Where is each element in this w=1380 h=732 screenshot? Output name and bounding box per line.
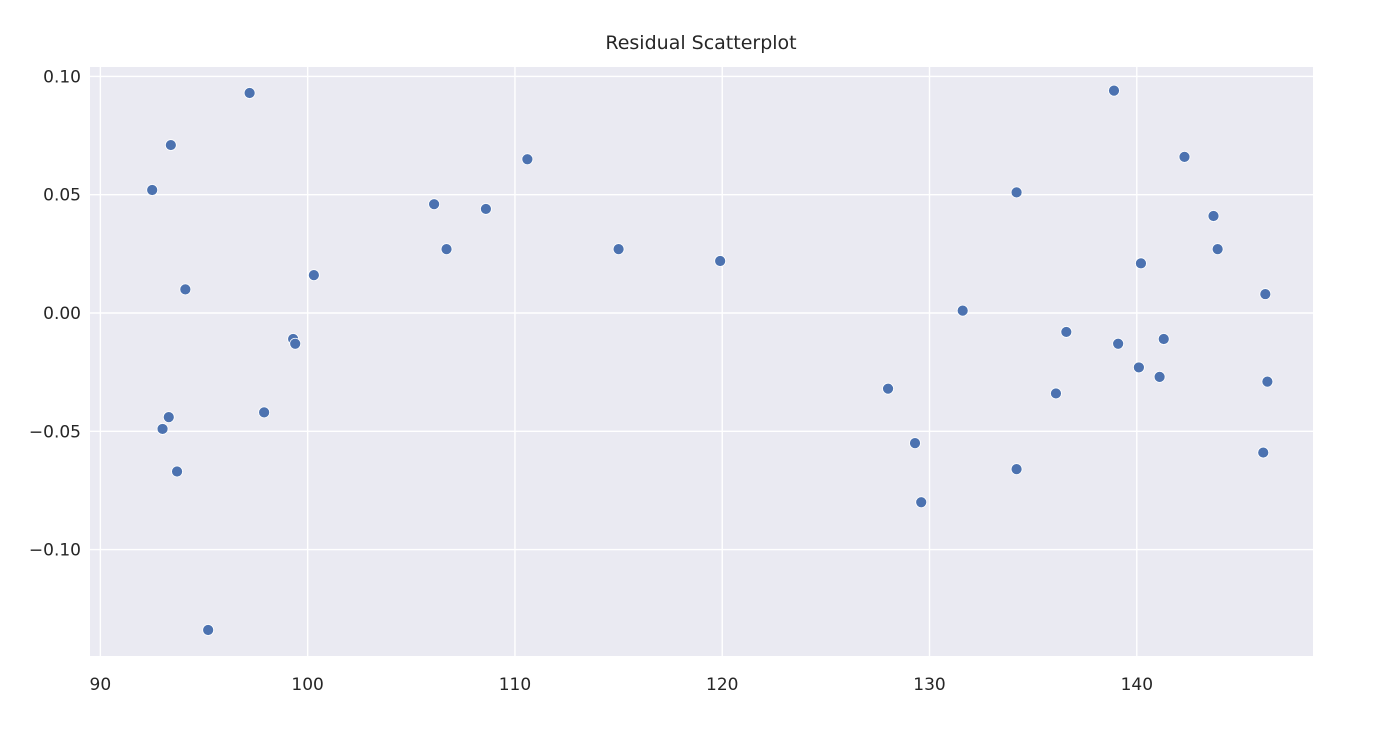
scatter-point [164, 139, 177, 151]
scatter-point [1257, 446, 1270, 459]
scatter-point [146, 184, 159, 196]
plot-area [90, 67, 1313, 656]
scatter-point [162, 411, 175, 423]
scatter-point [1050, 387, 1062, 400]
scatter-point [289, 337, 302, 350]
y-tick-label: −0.10 [29, 541, 81, 561]
scatter-point [1157, 333, 1170, 345]
grid-lines [90, 67, 1313, 656]
scatter-point [882, 382, 894, 395]
scatter-point [202, 624, 215, 636]
data-points [146, 84, 1274, 636]
y-tick-label: 0.10 [43, 67, 81, 87]
y-tick-label: −0.05 [29, 422, 81, 442]
scatter-point [1207, 210, 1220, 222]
scatter-point [1112, 337, 1125, 350]
scatter-point [1211, 243, 1224, 256]
scatter-point [243, 87, 256, 99]
chart-title: Residual Scatterplot [605, 32, 796, 54]
scatter-point [258, 406, 271, 419]
scatter-point [1108, 84, 1120, 97]
x-tick-label: 140 [1121, 675, 1153, 695]
x-tick-label: 120 [706, 675, 738, 695]
scatter-point [428, 198, 440, 211]
scatter-point [307, 269, 320, 282]
scatter-point [612, 243, 625, 256]
x-tick-label: 100 [291, 675, 323, 695]
scatter-point [1259, 288, 1272, 300]
scatter-point [1010, 186, 1023, 199]
scatter-point [1060, 326, 1073, 338]
scatter-point [1261, 375, 1274, 388]
scatter-point [156, 423, 169, 435]
scatter-point [714, 255, 727, 267]
scatter-point [1010, 463, 1023, 476]
scatter-point [915, 496, 928, 509]
scatter-point [440, 243, 453, 256]
x-tick-label: 110 [499, 675, 531, 695]
y-tick-label: 0.05 [43, 186, 81, 206]
scatter-point [909, 437, 921, 450]
scatter-point [179, 283, 192, 296]
scatter-point [521, 153, 534, 166]
scatter-point [1135, 257, 1147, 270]
x-tick-label: 90 [90, 675, 112, 695]
x-tick-label: 130 [913, 675, 945, 695]
scatter-point [956, 304, 969, 317]
scatter-point [480, 203, 492, 215]
scatter-point [1153, 370, 1166, 383]
scatter-point [1132, 361, 1145, 374]
axis-ticks: 90 100 110 120 130 140 0.10 0.05 0.00 −0.05 −0.10 [29, 67, 1153, 695]
scatter-point [171, 465, 183, 478]
scatter-point [1178, 150, 1191, 163]
y-tick-label: 0.00 [43, 304, 81, 324]
